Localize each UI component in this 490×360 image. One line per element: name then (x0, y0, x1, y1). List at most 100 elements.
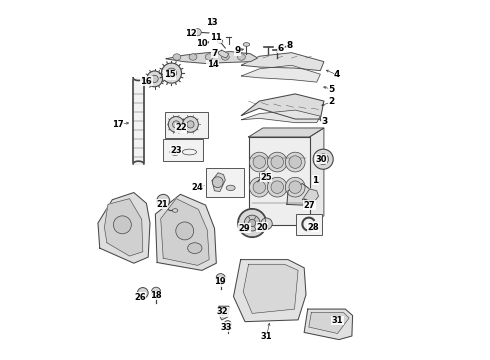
Text: 22: 22 (175, 123, 187, 132)
Polygon shape (287, 184, 310, 205)
Polygon shape (161, 199, 209, 265)
Text: 5: 5 (329, 85, 335, 94)
Circle shape (318, 154, 329, 165)
Text: 15: 15 (164, 71, 175, 80)
Ellipse shape (249, 177, 269, 197)
Text: 31: 31 (332, 316, 343, 325)
Circle shape (259, 171, 267, 179)
Polygon shape (217, 50, 229, 58)
Circle shape (248, 220, 256, 226)
Circle shape (313, 149, 333, 169)
Text: 6: 6 (278, 44, 284, 53)
Text: 12: 12 (185, 29, 196, 38)
Ellipse shape (289, 156, 301, 168)
Circle shape (210, 18, 215, 24)
Text: 7: 7 (211, 49, 218, 58)
Bar (296, 214, 322, 234)
Text: 30: 30 (315, 155, 327, 164)
Ellipse shape (253, 181, 266, 193)
Ellipse shape (289, 181, 301, 193)
Ellipse shape (173, 54, 181, 60)
Circle shape (168, 117, 184, 132)
Circle shape (167, 68, 176, 78)
Ellipse shape (217, 40, 223, 43)
Text: 29: 29 (239, 224, 250, 233)
Polygon shape (166, 51, 258, 63)
Circle shape (157, 194, 170, 207)
Ellipse shape (253, 156, 266, 168)
Polygon shape (242, 94, 324, 119)
Ellipse shape (268, 177, 287, 197)
Text: 23: 23 (171, 146, 182, 155)
Polygon shape (212, 173, 225, 192)
Polygon shape (155, 194, 216, 270)
Bar (163, 139, 203, 161)
Circle shape (183, 117, 198, 132)
Bar (205, 168, 245, 197)
Polygon shape (242, 110, 320, 123)
Circle shape (220, 309, 227, 316)
Circle shape (245, 215, 260, 231)
Polygon shape (104, 199, 143, 256)
Text: 19: 19 (214, 277, 226, 286)
Circle shape (113, 216, 131, 234)
Polygon shape (98, 193, 150, 263)
Ellipse shape (189, 54, 197, 60)
Text: 24: 24 (192, 183, 203, 192)
Text: 17: 17 (112, 120, 123, 129)
Ellipse shape (243, 42, 250, 46)
Ellipse shape (285, 177, 305, 197)
Circle shape (224, 320, 231, 328)
Circle shape (176, 222, 194, 240)
Ellipse shape (221, 54, 229, 60)
Text: 33: 33 (220, 323, 232, 332)
Text: 28: 28 (307, 223, 319, 232)
Text: 32: 32 (217, 307, 228, 316)
Ellipse shape (271, 181, 284, 193)
Circle shape (161, 63, 181, 83)
Polygon shape (218, 306, 229, 320)
Text: 14: 14 (207, 60, 219, 69)
Circle shape (212, 177, 223, 188)
Bar (166, 112, 208, 138)
Ellipse shape (238, 54, 245, 60)
Circle shape (137, 288, 148, 298)
Ellipse shape (188, 243, 202, 253)
Circle shape (238, 209, 267, 237)
Circle shape (172, 121, 180, 128)
Text: 3: 3 (321, 117, 328, 126)
Circle shape (151, 75, 158, 82)
Polygon shape (309, 313, 349, 333)
Circle shape (147, 71, 163, 87)
Polygon shape (242, 65, 320, 82)
Polygon shape (248, 128, 324, 137)
Text: 13: 13 (206, 18, 218, 27)
Text: 18: 18 (149, 291, 161, 300)
Ellipse shape (172, 209, 178, 212)
Text: 8: 8 (287, 41, 293, 50)
Polygon shape (242, 53, 324, 71)
Text: 16: 16 (141, 77, 152, 86)
Polygon shape (243, 264, 298, 314)
Polygon shape (304, 309, 353, 339)
Text: 31: 31 (261, 332, 272, 341)
Circle shape (194, 29, 201, 36)
Text: 1: 1 (313, 176, 319, 185)
Text: 11: 11 (210, 33, 221, 42)
Text: 25: 25 (260, 173, 271, 182)
Text: 2: 2 (329, 97, 335, 106)
Ellipse shape (205, 54, 213, 60)
Text: 21: 21 (156, 199, 168, 208)
Text: 27: 27 (304, 201, 316, 210)
Text: 4: 4 (334, 71, 341, 80)
Ellipse shape (249, 152, 269, 172)
Circle shape (216, 274, 225, 283)
Text: 20: 20 (256, 223, 268, 232)
Polygon shape (248, 137, 310, 225)
Text: 10: 10 (196, 39, 208, 48)
Ellipse shape (170, 149, 180, 155)
Text: 9: 9 (235, 46, 241, 55)
Ellipse shape (271, 156, 284, 168)
Circle shape (151, 287, 161, 297)
Polygon shape (234, 260, 306, 321)
